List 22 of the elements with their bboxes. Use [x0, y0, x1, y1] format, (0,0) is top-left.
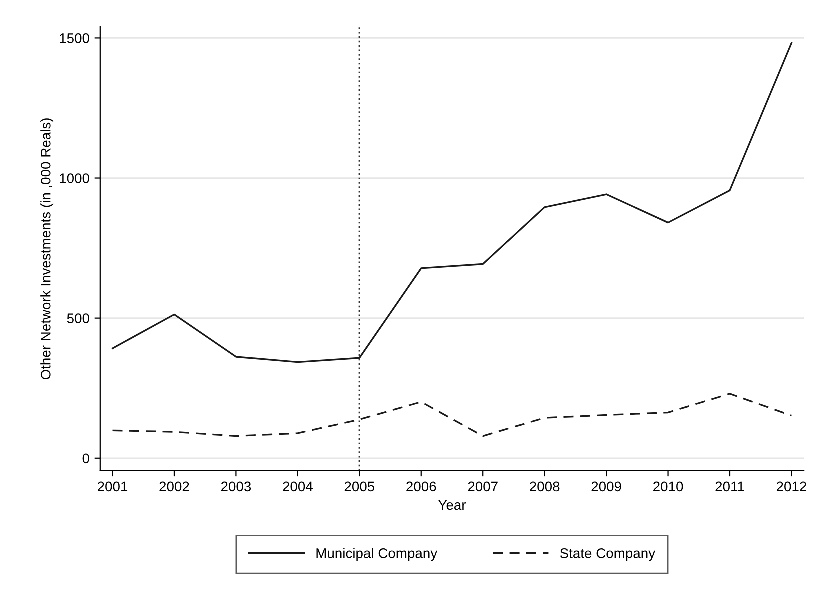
x-tick-label: 2003: [221, 482, 252, 492]
line-series: [112, 42, 793, 364]
y-tick-label: 1500: [60, 34, 90, 44]
x-tick-label: 2008: [530, 482, 560, 492]
legend-label: Municipal Company: [316, 548, 438, 562]
x-tick-label: 2002: [160, 482, 190, 492]
x-tick-label: 2011: [716, 482, 744, 492]
x-tick-label: 2007: [468, 482, 498, 492]
y-tick-label: 500: [67, 314, 90, 324]
y-tick-label: 1000: [60, 174, 90, 184]
x-tick-label: 2012: [776, 482, 806, 492]
y-axis-title: Other Network Investments (in ,000 Reals): [40, 118, 54, 380]
x-tick-label: 2004: [283, 482, 313, 492]
x-tick-label: 2010: [654, 482, 684, 492]
x-axis-title: Year: [438, 500, 466, 510]
x-tick-label: 2009: [592, 482, 622, 492]
x-tick-label: 2001: [98, 482, 128, 492]
y-tick-label: 0: [82, 454, 90, 464]
x-tick-label: 2006: [406, 482, 436, 492]
x-tick-label: 2005: [344, 482, 375, 492]
legend-label: State Company: [560, 548, 656, 562]
line-series: [112, 393, 793, 438]
